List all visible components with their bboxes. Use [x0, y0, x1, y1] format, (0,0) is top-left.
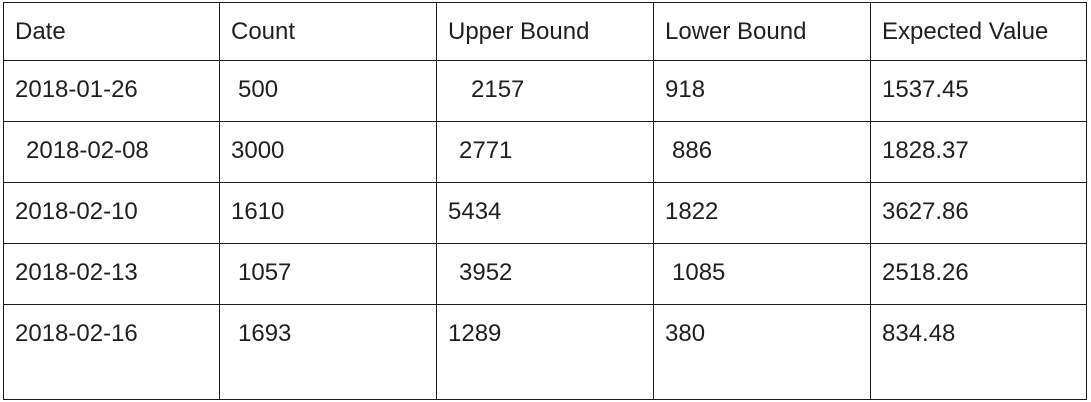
- column-header-lower-bound: Lower Bound: [653, 2, 871, 61]
- cell-count: 3000: [219, 121, 437, 183]
- cell-count: 1610: [219, 182, 437, 244]
- cell-expected-value: 1828.37: [870, 121, 1087, 183]
- cell-lower-bound: 918: [653, 60, 871, 122]
- cell-date: 2018-02-16: [3, 304, 220, 400]
- cell-date: 2018-02-13: [3, 243, 220, 305]
- cell-lower-bound: 886: [653, 121, 871, 183]
- table-row: 2018-02-08 3000 2771 886 1828.37: [3, 121, 1087, 183]
- cell-date: 2018-02-10: [3, 182, 220, 244]
- cell-upper-bound: 2157: [436, 60, 654, 122]
- table-row: 2018-02-16 1693 1289 380 834.48: [3, 304, 1087, 400]
- cell-count: 1693: [219, 304, 437, 400]
- table-row: 2018-02-13 1057 3952 1085 2518.26: [3, 243, 1087, 305]
- cell-lower-bound: 1085: [653, 243, 871, 305]
- cell-expected-value: 834.48: [870, 304, 1087, 400]
- cell-upper-bound: 3952: [436, 243, 654, 305]
- column-header-count: Count: [219, 2, 437, 61]
- cell-date: 2018-02-08: [3, 121, 220, 183]
- table-header-row: Date Count Upper Bound Lower Bound Expec…: [3, 2, 1087, 61]
- table-row: 2018-02-10 1610 5434 1822 3627.86: [3, 182, 1087, 244]
- cell-date: 2018-01-26: [3, 60, 220, 122]
- cell-expected-value: 1537.45: [870, 60, 1087, 122]
- column-header-date: Date: [3, 2, 220, 61]
- cell-upper-bound: 5434: [436, 182, 654, 244]
- cell-count: 1057: [219, 243, 437, 305]
- column-header-expected-value: Expected Value: [870, 2, 1087, 61]
- cell-lower-bound: 1822: [653, 182, 871, 244]
- cell-upper-bound: 1289: [436, 304, 654, 400]
- column-header-upper-bound: Upper Bound: [436, 2, 654, 61]
- cell-upper-bound: 2771: [436, 121, 654, 183]
- data-table: Date Count Upper Bound Lower Bound Expec…: [3, 2, 1087, 400]
- cell-lower-bound: 380: [653, 304, 871, 400]
- cell-expected-value: 2518.26: [870, 243, 1087, 305]
- cell-expected-value: 3627.86: [870, 182, 1087, 244]
- table-row: 2018-01-26 500 2157 918 1537.45: [3, 60, 1087, 122]
- cell-count: 500: [219, 60, 437, 122]
